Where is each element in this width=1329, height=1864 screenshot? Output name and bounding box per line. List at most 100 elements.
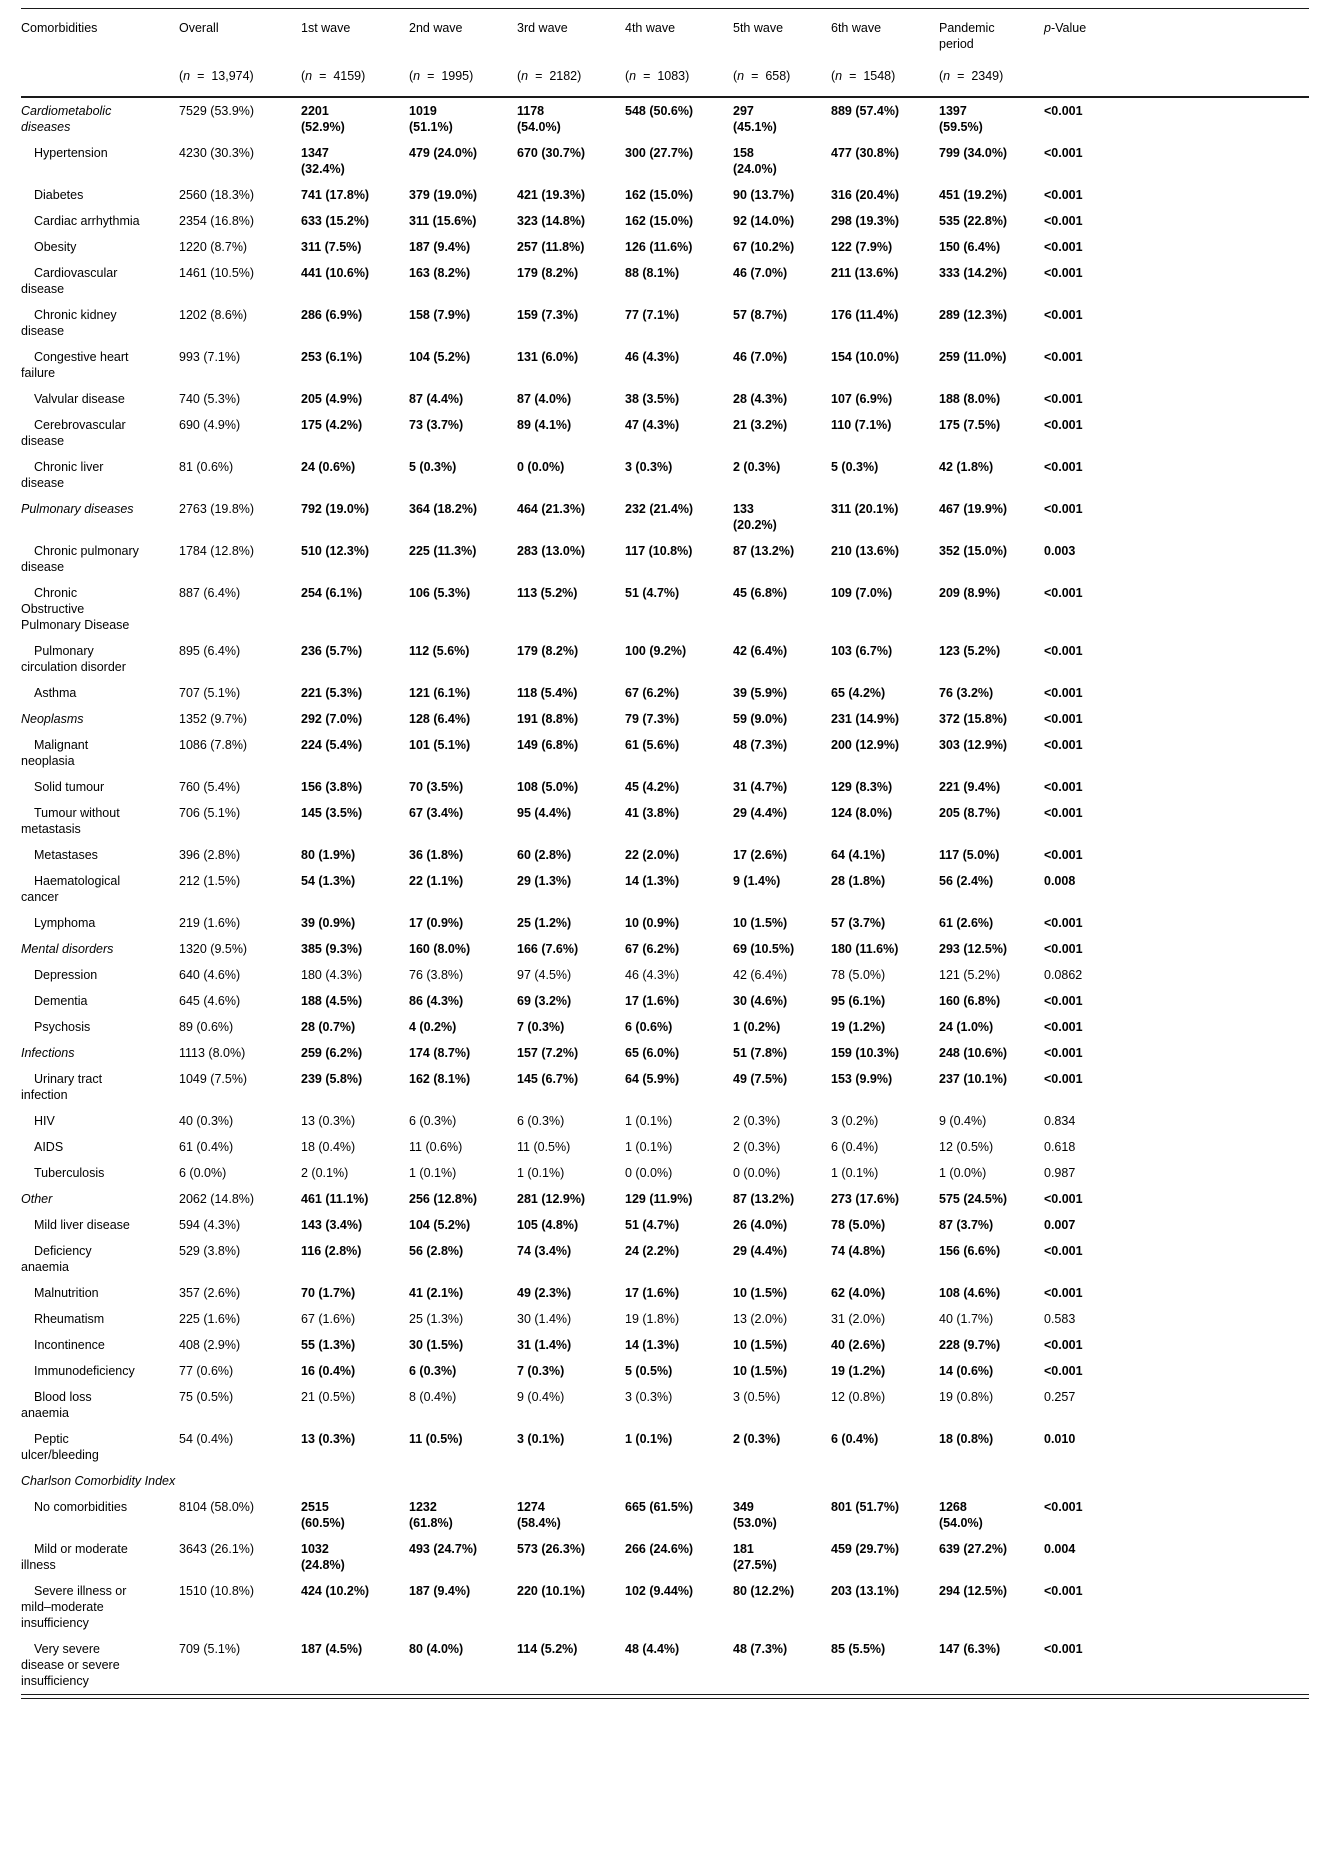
cell-overall: 1320 (9.5%) (179, 942, 248, 956)
cell-wave2: 104 (5.2%) (409, 350, 471, 364)
table-row-dementia: Dementia 645 (4.6%) 188 (4.5%) 86 (4.3%) 69 … (21, 988, 1309, 1014)
cell-wave4: 48 (4.4%) (625, 1642, 680, 1656)
cell-pvalue: <0.001 (1044, 586, 1083, 600)
cell-wave1: 80 (1.9%) (301, 848, 356, 862)
cell-wave3: 421 (19.3%) (517, 188, 586, 202)
cell-wave3: 1 (0.1%) (517, 1166, 565, 1180)
cell-wave3: 149 (6.8%) (517, 738, 579, 752)
column-n-2nd-wave: (n = 1995) (409, 69, 474, 83)
cell-wave1: 175 (4.2%) (301, 418, 363, 432)
cell-wave4: 5 (0.5%) (625, 1364, 673, 1378)
cell-wave1: 205 (4.9%) (301, 392, 363, 406)
row-label: Severe illness or mild–moderate insuffic… (21, 1584, 127, 1630)
table-row-pulmonary-circulation-disorder: Pulmonary circulation disorder 895 (6.4%)… (21, 638, 1309, 680)
cell-wave2: 22 (1.1%) (409, 874, 464, 888)
row-label: Charlson Comorbidity Index (21, 1474, 176, 1488)
cell-overall: 1113 (8.0%) (179, 1046, 246, 1060)
row-label: Cardiometabolic diseases (21, 104, 112, 134)
cell-overall: 89 (0.6%) (179, 1020, 234, 1034)
cell-pandemic: 9 (0.4%) (939, 1114, 987, 1128)
row-label: Blood loss anaemia (21, 1390, 92, 1420)
cell-wave6: 78 (5.0%) (831, 1218, 886, 1232)
cell-wave5: 46 (7.0%) (733, 266, 788, 280)
column-n-empty (1044, 52, 1309, 97)
cell-pvalue: <0.001 (1044, 240, 1083, 254)
table-row-hiv: HIV 40 (0.3%) 13 (0.3%) 6 (0.3%) 6 (0.3%) 1 (… (21, 1108, 1309, 1134)
cell-pandemic: 19 (0.8%) (939, 1390, 994, 1404)
table-row-chronic-liver-disease: Chronic liver disease 81 (0.6%) 24 (0.6%) 5… (21, 454, 1309, 496)
cell-wave1: 259 (6.2%) (301, 1046, 363, 1060)
column-header-5th-wave: 5th wave (733, 21, 784, 35)
cell-wave4: 1 (0.1%) (625, 1114, 673, 1128)
table-row-no-comorbidities: No comorbidities 8104 (58.0%) 2515 (60.5%)… (21, 1494, 1309, 1536)
cell-wave2: 6 (0.3%) (409, 1114, 457, 1128)
cell-pandemic: 372 (15.8%) (939, 712, 1008, 726)
cell-pandemic: 303 (12.9%) (939, 738, 1008, 752)
cell-wave5: 67 (10.2%) (733, 240, 795, 254)
cell-wave4: 24 (2.2%) (625, 1244, 680, 1258)
row-label: Haematological cancer (21, 874, 121, 904)
cell-pvalue: <0.001 (1044, 392, 1083, 406)
cell-wave1: 253 (6.1%) (301, 350, 363, 364)
cell-wave5: 48 (7.3%) (733, 1642, 788, 1656)
table-row-obesity: Obesity 1220 (8.7%) 311 (7.5%) 187 (9.4%) 25… (21, 234, 1309, 260)
cell-wave1: 311 (7.5%) (301, 240, 362, 254)
cell-wave3: 3 (0.1%) (517, 1432, 565, 1446)
cell-wave5: 349 (53.0%) (733, 1500, 777, 1530)
cell-wave6: 57 (3.7%) (831, 916, 886, 930)
cell-overall: 706 (5.1%) (179, 806, 241, 820)
cell-wave5: 59 (9.0%) (733, 712, 788, 726)
paper-table-page: Comorbidities Overall 1st wave 2nd wave 3rd … (21, 8, 1309, 1699)
cell-pandemic: 76 (3.2%) (939, 686, 994, 700)
cell-wave4: 38 (3.5%) (625, 392, 680, 406)
cell-pvalue: <0.001 (1044, 1364, 1083, 1378)
cell-overall: 396 (2.8%) (179, 848, 241, 862)
cell-wave4: 41 (3.8%) (625, 806, 680, 820)
cell-pvalue: <0.001 (1044, 502, 1083, 516)
cell-pandemic: 1268 (54.0%) (939, 1500, 983, 1530)
cell-wave6: 203 (13.1%) (831, 1584, 900, 1598)
table-row-lymphoma: Lymphoma 219 (1.6%) 39 (0.9%) 17 (0.9%) 25 (… (21, 910, 1309, 936)
row-label: Asthma (34, 686, 77, 700)
cell-wave3: 97 (4.5%) (517, 968, 572, 982)
column-header-overall: Overall (179, 21, 219, 35)
cell-wave5: 92 (14.0%) (733, 214, 795, 228)
cell-wave1: 39 (0.9%) (301, 916, 356, 930)
cell-wave2: 106 (5.3%) (409, 586, 471, 600)
cell-wave5: 42 (6.4%) (733, 644, 788, 658)
cell-pandemic: 12 (0.5%) (939, 1140, 994, 1154)
cell-wave3: 323 (14.8%) (517, 214, 586, 228)
cell-pvalue: <0.001 (1044, 644, 1083, 658)
cell-pandemic: 333 (14.2%) (939, 266, 1008, 280)
row-label: Chronic kidney disease (21, 308, 117, 338)
cell-wave1: 28 (0.7%) (301, 1020, 356, 1034)
cell-overall: 993 (7.1%) (179, 350, 241, 364)
cell-pvalue: <0.001 (1044, 350, 1083, 364)
cell-pandemic: 123 (5.2%) (939, 644, 1001, 658)
cell-wave1: 286 (6.9%) (301, 308, 363, 322)
cell-pandemic: 259 (11.0%) (939, 350, 1007, 364)
cell-wave1: 24 (0.6%) (301, 460, 356, 474)
row-label: Psychosis (34, 1020, 91, 1034)
cell-wave5: 0 (0.0%) (733, 1166, 781, 1180)
column-header-p-value: p-Value (1044, 21, 1087, 35)
cell-pandemic: 24 (1.0%) (939, 1020, 994, 1034)
table-row-haematological-cancer: Haematological cancer 212 (1.5%) 54 (1.3%)… (21, 868, 1309, 910)
cell-wave2: 80 (4.0%) (409, 1642, 464, 1656)
cell-pandemic: 352 (15.0%) (939, 544, 1008, 558)
cell-overall: 529 (3.8%) (179, 1244, 241, 1258)
table-row-other: Other 2062 (14.8%) 461 (11.1%) 256 (12.8%) 2… (21, 1186, 1309, 1212)
cell-pandemic: 14 (0.6%) (939, 1364, 994, 1378)
cell-wave5: 46 (7.0%) (733, 350, 788, 364)
cell-wave5: 158 (24.0%) (733, 146, 777, 176)
cell-pandemic: 87 (3.7%) (939, 1218, 994, 1232)
n-symbol: n (183, 69, 191, 83)
cell-wave2: 5 (0.3%) (409, 460, 457, 474)
cell-wave4: 1 (0.1%) (625, 1140, 673, 1154)
cell-wave5: 69 (10.5%) (733, 942, 795, 956)
cell-wave2: 11 (0.5%) (409, 1432, 463, 1446)
row-label: Solid tumour (34, 780, 105, 794)
column-n-overall: (n = 13,974) (179, 69, 254, 83)
cell-wave6: 180 (11.6%) (831, 942, 899, 956)
cell-pandemic: 156 (6.6%) (939, 1244, 1001, 1258)
